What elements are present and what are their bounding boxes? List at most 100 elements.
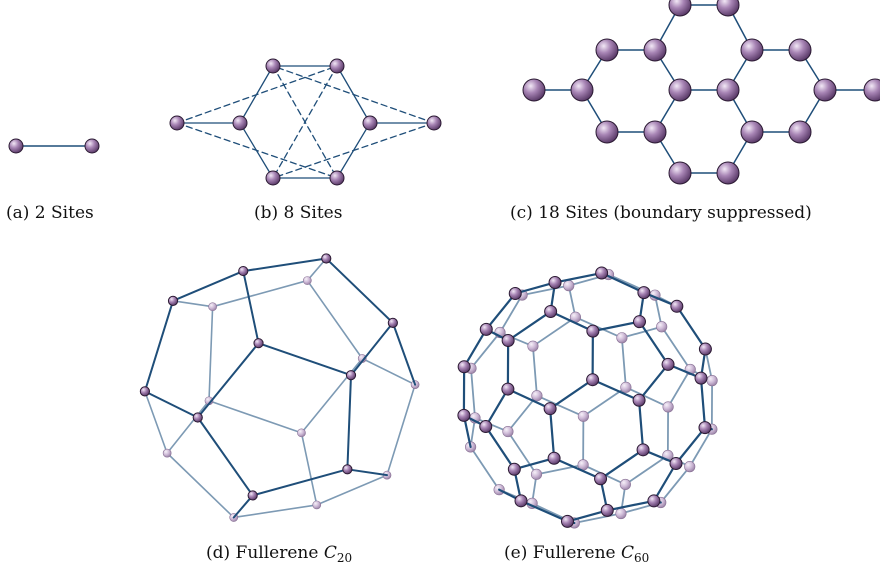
front-bond-edge [591, 378, 641, 402]
front-carbon-atom [694, 371, 708, 385]
back-bond-edge [166, 452, 235, 519]
back-bond-edge [499, 294, 524, 334]
front-carbon-atom [507, 462, 521, 476]
back-bond-edge [624, 386, 670, 408]
front-bond-edge [549, 407, 556, 460]
front-carbon-atom [501, 334, 515, 348]
panel-c-sites [522, 0, 880, 185]
back-bond-edge [535, 463, 585, 476]
site-node [329, 170, 345, 186]
front-bond-edge [566, 509, 609, 523]
back-carbon-atom [706, 375, 718, 387]
back-bond-edge [688, 428, 713, 468]
front-bond-edge [553, 271, 603, 284]
panel-d-front-atoms [139, 253, 398, 501]
site-node [716, 78, 740, 102]
panel-d-back-atoms [162, 276, 420, 522]
front-bond-edge [519, 499, 569, 523]
back-bond-edge [507, 430, 538, 476]
site-node [643, 38, 667, 62]
front-bond-edge [484, 425, 516, 471]
front-bond-edge [350, 321, 394, 377]
back-bond-edge [361, 357, 416, 386]
front-carbon-atom [560, 514, 574, 528]
back-bond-edge [660, 325, 692, 371]
site-node [668, 0, 692, 17]
back-carbon-atom [615, 507, 627, 520]
back-carbon-atom [684, 461, 696, 473]
back-bond-edge [144, 390, 168, 454]
back-bond-edge [315, 474, 388, 506]
front-bond-edge [507, 310, 552, 342]
site-node [570, 78, 594, 102]
front-carbon-atom [544, 305, 558, 319]
front-bond-edge [325, 257, 394, 324]
front-carbon-atom [342, 464, 353, 475]
back-carbon-atom [162, 448, 172, 458]
site-node [84, 138, 100, 154]
front-carbon-atom [543, 402, 557, 416]
front-carbon-atom [661, 357, 675, 371]
panel-b-8-sites: (b) 8 Sites [169, 58, 442, 223]
back-bond-edge [469, 446, 501, 491]
back-bond-edge [232, 504, 318, 519]
front-bond-edge [591, 320, 641, 333]
front-carbon-atom [698, 421, 712, 435]
front-bond-edge [196, 416, 254, 497]
caption-e-symbol: C [621, 543, 634, 563]
back-bond-edge [659, 465, 691, 504]
caption-a: (a) 2 Sites [6, 203, 94, 223]
caption-e: (e) Fullerene C60 [504, 543, 649, 565]
front-carbon-atom [253, 338, 264, 349]
front-bond-edge [257, 342, 353, 377]
back-carbon-atom [563, 280, 575, 292]
panel-d-fullerene-c20: (d) Fullerene C20 [139, 253, 420, 565]
back-bond-edge [573, 512, 622, 524]
site-node [716, 0, 740, 17]
panel-b-edges [176, 65, 435, 179]
front-bond-edge [600, 271, 645, 294]
back-carbon-atom [619, 478, 631, 491]
front-carbon-atom [594, 472, 608, 486]
back-bond-edge [621, 336, 627, 389]
back-bond-edge [521, 284, 570, 296]
front-carbon-atom [586, 373, 600, 387]
front-carbon-atom [501, 382, 515, 396]
front-bond-edge [463, 328, 488, 368]
back-carbon-atom [502, 426, 514, 438]
back-carbon-atom [577, 410, 589, 422]
front-bond-edge [652, 462, 678, 503]
back-carbon-atom [297, 428, 306, 438]
front-bond-edge [606, 499, 655, 512]
back-bond-edge [507, 394, 538, 433]
front-bond-edge [638, 320, 670, 366]
back-bond-edge [166, 400, 210, 454]
site-node [740, 120, 764, 144]
back-bond-edge [470, 331, 501, 370]
front-carbon-atom [387, 317, 398, 328]
front-carbon-atom [595, 266, 609, 280]
front-carbon-atom [457, 360, 471, 374]
front-carbon-atom [479, 420, 493, 434]
caption-c: (c) 18 Sites (boundary suppressed) [510, 203, 812, 223]
back-bond-edge [624, 454, 669, 486]
front-bond-edge [599, 448, 645, 480]
caption-e-prefix: (e) Fullerene [504, 543, 621, 563]
site-node [522, 78, 546, 102]
front-carbon-atom [321, 253, 332, 264]
site-node [668, 78, 692, 102]
panel-b-sites [169, 58, 442, 186]
back-carbon-atom [208, 302, 217, 312]
front-carbon-atom [508, 287, 522, 301]
panel-a-2-sites: (a) 2 Sites [6, 138, 100, 223]
back-bond-edge [300, 432, 318, 506]
site-node [595, 120, 619, 144]
front-carbon-atom [637, 286, 651, 300]
site-node [863, 78, 880, 102]
back-bond-edge [208, 400, 303, 434]
back-carbon-atom [531, 390, 543, 402]
front-bond-edge [514, 281, 557, 295]
panel-e-fullerene-c60: (e) Fullerene C60 [457, 266, 718, 565]
panel-c-18-sites: (c) 18 Sites (boundary suppressed) [510, 0, 880, 223]
